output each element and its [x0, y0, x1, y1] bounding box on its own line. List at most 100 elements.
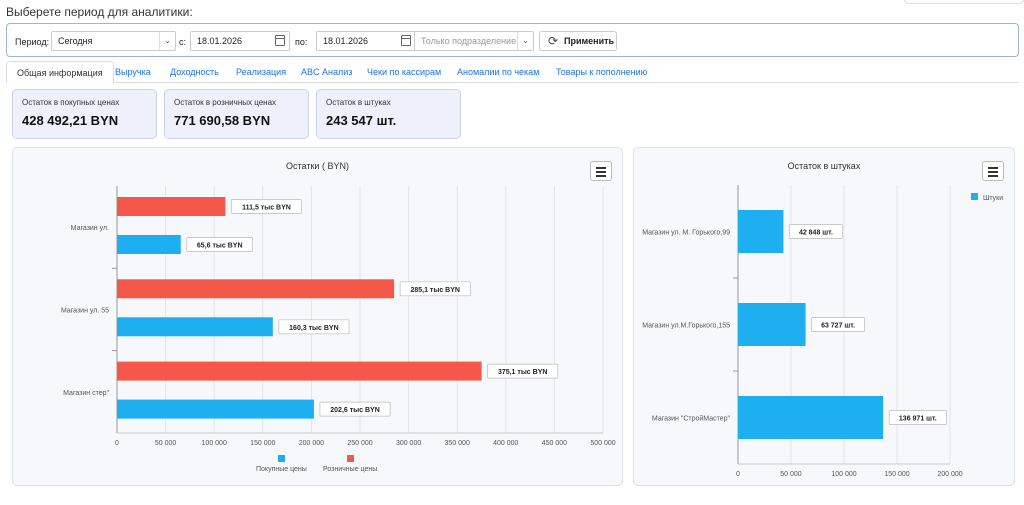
menu-icon[interactable] — [982, 161, 1004, 181]
bar — [738, 210, 784, 253]
data-label: 285,1 тыс BYN — [410, 287, 460, 294]
subdivision-placeholder: Только подразделение — [421, 36, 517, 46]
stat-card-units: Остаток в штуках 243 547 шт. — [316, 89, 461, 139]
bar — [738, 303, 806, 346]
bar — [117, 399, 314, 419]
chevron-down-icon: ⌄ — [517, 32, 533, 50]
data-label-box — [811, 317, 865, 332]
legend-item-purchase[interactable]: Покупные цены — [256, 455, 307, 473]
data-label: 111,5 тыс BYN — [242, 205, 291, 212]
tab-sales[interactable]: Реализация — [236, 67, 287, 77]
from-label: с: — [179, 37, 187, 47]
x-tick-label: 150 000 — [250, 440, 275, 447]
data-label-box — [399, 281, 471, 297]
data-label-box — [487, 363, 559, 379]
legend-label-retail: Розничные цены — [323, 466, 378, 473]
stat-card-label: Остаток в штуках — [326, 98, 391, 107]
to-label: по: — [295, 37, 308, 47]
x-tick-label: 0 — [115, 440, 119, 447]
bar — [117, 317, 273, 337]
data-label: 65,6 тыс BYN — [197, 243, 243, 250]
stat-card-retail: Остаток в розничных ценах 771 690,58 BYN — [164, 89, 309, 139]
legend-label-units: Штуки — [982, 195, 1004, 202]
stat-card-value: 428 492,21 BYN — [22, 113, 119, 128]
calendar-icon[interactable] — [275, 35, 285, 46]
x-tick-label: 100 000 — [831, 471, 856, 478]
legend-label-purchase: Покупные цены — [256, 466, 307, 473]
category-label: Магазин ул. 55 — [61, 307, 109, 314]
period-select[interactable]: Сегодня ⌄ — [51, 31, 176, 51]
stat-card-value: 771 690,58 BYN — [174, 113, 271, 128]
chevron-down-icon: ⌄ — [159, 32, 175, 50]
stat-card-label: Остаток в покупных ценах — [22, 98, 120, 107]
tab-general-info[interactable]: Общая информация — [6, 61, 114, 83]
to-date-value: 18.01.2026 — [323, 36, 369, 46]
x-tick-label: 100 000 — [202, 440, 227, 447]
from-date-input[interactable]: 18.01.2026 — [190, 31, 290, 51]
stat-card-label: Остаток в розничных ценах — [174, 98, 277, 107]
bar — [117, 361, 482, 381]
x-tick-label: 250 000 — [347, 440, 372, 447]
menu-icon[interactable] — [590, 161, 612, 181]
apply-button[interactable]: ⟳ Применить — [539, 31, 617, 51]
data-label-box — [888, 410, 947, 425]
chart-title: Остаток в штуках — [787, 161, 861, 171]
stat-card-value: 243 547 шт. — [326, 113, 397, 128]
tab-receipt-anomalies[interactable]: Аномалии по чекам — [457, 67, 540, 77]
category-label: Магазин "СтройМастер" — [652, 415, 731, 423]
x-tick-label: 50 000 — [155, 440, 177, 447]
data-label: 160,3 тыс BYN — [289, 325, 339, 332]
tab-profitability[interactable]: Доходность — [170, 67, 219, 77]
data-label-box — [231, 199, 302, 214]
tab-abc-analysis[interactable]: ABC Анализ — [301, 67, 353, 77]
balances-chart: 0 50 000 100 000 150 000 200 000 250 000 300 0… — [61, 186, 616, 447]
x-tick-label: 200 000 — [937, 471, 962, 478]
tab-bar: Общая информация Выручка Доходность Реал… — [6, 61, 1019, 83]
data-label-box — [278, 319, 350, 335]
bar — [117, 197, 226, 216]
x-tick-label: 50 000 — [780, 471, 802, 478]
period-label: Период: — [15, 37, 50, 47]
stat-card-purchase: Остаток в покупных ценах 428 492,21 BYN — [12, 89, 157, 139]
legend-item-units[interactable]: Штуки — [971, 193, 1003, 202]
apply-button-label: Применить — [564, 36, 615, 46]
x-tick-label: 500 000 — [590, 440, 615, 447]
chart-title: Остатки ( BYN) — [286, 161, 349, 171]
chart-panel-balances: Остатки ( BYN) 0 50 000 100 000 150 000 200 … — [12, 147, 623, 486]
data-label: 375,1 тыс BYN — [498, 369, 548, 376]
to-date-input[interactable]: 18.01.2026 — [316, 31, 416, 51]
subdivision-select[interactable]: Только подразделение ⌄ — [414, 31, 534, 51]
calendar-icon[interactable] — [401, 35, 411, 46]
data-label: 202,6 тыс BYN — [330, 407, 380, 414]
x-tick-label: 200 000 — [299, 440, 324, 447]
page-title: Выберете период для аналитики: — [6, 5, 193, 19]
tab-restock-items[interactable]: Товары к пополнению — [556, 67, 648, 77]
chart-panel-units: Остаток в штуках 0 50 000 100 000 150 000 20… — [633, 147, 1015, 486]
x-tick-label: 150 000 — [884, 471, 909, 478]
period-select-value: Сегодня — [58, 36, 93, 46]
category-label: Магазин ул. М. Горького,99 — [642, 230, 730, 237]
legend-item-retail[interactable]: Розничные цены — [323, 455, 377, 473]
bar — [738, 396, 884, 439]
tab-cashier-receipts[interactable]: Чеки по кассирам — [367, 67, 442, 77]
tab-revenue[interactable]: Выручка — [115, 67, 151, 77]
bar — [117, 235, 181, 254]
data-label: 63 727 шт. — [821, 323, 855, 330]
legend-swatch-purchase — [277, 455, 285, 462]
data-label-box — [319, 401, 391, 417]
x-tick-label: 300 000 — [396, 440, 421, 447]
data-label-box — [789, 224, 843, 239]
data-label: 136 971 шт. — [899, 416, 937, 423]
x-tick-label: 400 000 — [493, 440, 518, 447]
top-right-control — [904, 0, 1024, 4]
category-label: Магазин стер" — [63, 390, 109, 397]
legend-swatch-retail — [346, 455, 354, 462]
data-label: 42 848 шт. — [799, 230, 833, 237]
category-label: Магазин ул. — [71, 225, 109, 232]
filter-bar: Период: Сегодня ⌄ с: 18.01.2026 по: 18.0… — [6, 23, 1019, 57]
x-tick-label: 450 000 — [542, 440, 567, 447]
legend-swatch-units — [971, 193, 978, 200]
bar — [117, 279, 395, 299]
category-label: Магазин ул.М.Горького,155 — [642, 323, 730, 330]
x-tick-label: 0 — [736, 471, 740, 478]
